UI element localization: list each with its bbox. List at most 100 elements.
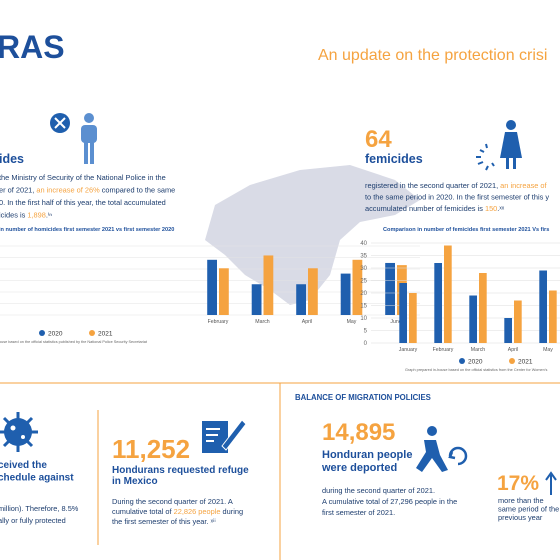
no-person-icon [50,113,97,164]
body-line: the first semester of this year. ˣⁱⁱ [112,517,216,526]
y-tick-label: 30 [360,266,367,272]
body-line: cumulative total of 22,826 people during [112,507,243,516]
bar [263,255,274,315]
body-line: icides is 1,898.ⁱⁿ [0,211,52,220]
bar [352,259,363,315]
arrow-up-icon [545,471,557,495]
x-tick-label: June [390,319,401,325]
bar [251,284,262,315]
bar [514,300,522,343]
bar [504,318,512,343]
body-line: first semester of 2021. [322,508,395,517]
document-icon [202,419,247,453]
bar [308,268,318,315]
text: 64 [365,126,392,153]
text: 11,252 [112,434,190,464]
bar [385,262,395,315]
text-span: to the same period in 2020. In the first… [365,193,549,202]
bar [409,293,417,343]
highlight-span: 22,826 people [174,507,221,516]
x-tick-label: January [399,347,418,353]
body-line: during the second quarter of 2021. [322,486,435,495]
text-span: compared to the same [100,186,176,195]
text-span: .ⁱⁿ [46,211,52,220]
bar [399,283,407,343]
y-tick-label: 35 [360,254,367,260]
bar [434,263,442,343]
text: An update on the protection crisi [318,47,547,64]
text-span: During the second quarter of 2021. A [112,497,233,506]
text-span: registered in the second quarter of 2021… [365,181,500,190]
x-tick-label: April [302,319,312,325]
text-span: icides is [0,211,27,220]
text-span: first semester of 2021. [322,508,395,517]
body-line: A cumulative total of 27,296 people in t… [322,497,457,506]
bar [444,245,452,343]
deported-icon [416,426,468,472]
bar [207,259,217,315]
legend-swatch [459,358,465,364]
bar [219,268,229,315]
text-span: accumulated number of femicides is [365,204,485,213]
legend-swatch [509,358,515,364]
body-line: to the same period in 2020. In the first… [365,193,549,202]
y-tick-label: 20 [360,291,367,297]
woman-icon [476,120,522,171]
text-span: er of 2021, [0,186,36,195]
body-line: 0. In the first half of this year, the t… [0,198,166,207]
body-line: registered in the second quarter of 2021… [365,181,548,190]
x-tick-label: February [433,347,454,353]
text: same period of the [498,505,559,514]
text: 14,895 [322,419,395,446]
y-tick-label: 15 [360,304,367,310]
text: ceived the [0,460,47,471]
text-span: during [220,507,243,516]
map-shape [205,165,420,305]
bar [469,295,477,343]
body-line: million). Therefore, 8.5% [0,504,79,513]
bar [296,284,306,315]
legend-label: 2020 [468,359,483,366]
highlight-span: an increase of 26% [36,186,100,195]
x-tick-label: February [208,319,229,325]
text-span: the first semester of this year. ˣⁱⁱ [112,517,216,526]
bar [539,270,547,343]
body-line: the Ministry of Security of the National… [0,173,166,182]
body-line: er of 2021, an increase of 26% compared … [0,186,175,195]
text-span: during the second quarter of 2021. [322,486,435,495]
y-tick-label: 10 [360,316,367,322]
body-line: accumulated number of femicides is 150.ˣ… [365,204,505,213]
y-tick-label: 5 [364,329,368,335]
text-span: million). Therefore, 8.5% [0,504,79,513]
bar [479,273,487,343]
x-tick-label: April [508,347,518,353]
legend-swatch [89,330,95,336]
x-tick-label: May [543,347,553,353]
body-line: ally or fully protected [0,516,66,525]
text: 17% [497,472,539,495]
text: were deported [321,462,397,474]
text-span: ally or fully protected [0,516,66,525]
text: in number of homicides first semester 20… [0,227,174,233]
text: more than the [498,496,544,505]
text: BALANCE OF MIGRATION POLICIES [295,393,431,402]
text: previous year [498,513,543,522]
text-span: A cumulative total of 27,296 people in t… [322,497,457,506]
text: Hondurans requested refuge [112,465,249,476]
text: Honduran people [322,449,412,461]
source-note: Graph prepared in-house based on the off… [405,368,548,372]
text: femicides [365,152,423,166]
highlight-span: an increase of [500,181,547,190]
highlight-span: 150 [485,204,497,213]
legend-swatch [39,330,45,336]
text: in Mexico [112,476,158,487]
text-span: cumulative total of [112,507,174,516]
text-span: the Ministry of Security of the National… [0,173,166,182]
source-note: ouse based on the official statistics pu… [0,340,148,344]
x-tick-label: March [255,319,270,325]
x-tick-label: March [471,347,486,353]
text: chedule against [0,473,74,484]
highlight-span: 1,898 [27,211,46,220]
